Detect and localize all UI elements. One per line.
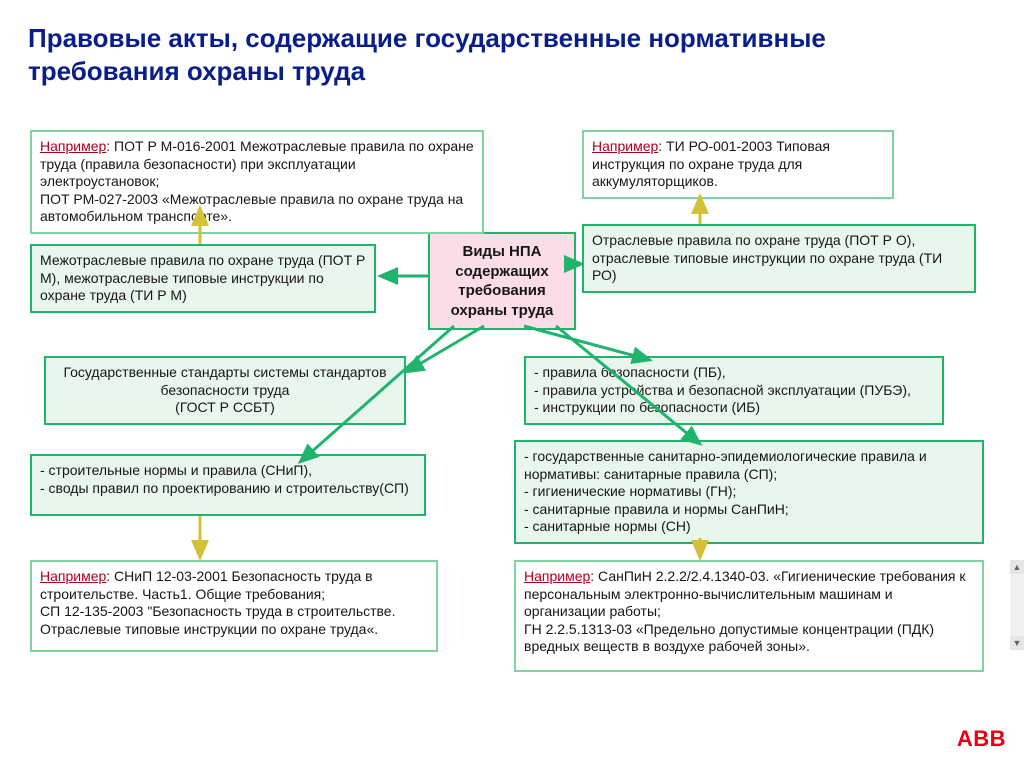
- box-gost: Государственные стандарты системы станда…: [44, 356, 406, 425]
- example-label: Например: [40, 568, 106, 584]
- example-bottom-left: Например: СНиП 12-03-2001 Безопасность т…: [30, 560, 438, 652]
- company-logo: ABB: [957, 726, 1006, 752]
- scroll-up-icon: ▲: [1010, 560, 1024, 574]
- example-top-left: Например: ПОТ Р М-016-2001 Межотраслевые…: [30, 130, 484, 234]
- example-label: Например: [40, 138, 106, 154]
- scrollbar-fragment: ▲ ▼: [1010, 560, 1024, 650]
- box-pb: - правила безопасности (ПБ),- правила ус…: [524, 356, 944, 425]
- branch-left: Межотраслевые правила по охране труда (П…: [30, 244, 376, 313]
- example-bottom-right: Например: СанПиН 2.2.2/2.4.1340-03. «Гиг…: [514, 560, 984, 672]
- box-snip: - строительные нормы и правила (СНиП),- …: [30, 454, 426, 516]
- example-body: : ПОТ Р М-016-2001 Межотраслевые правила…: [40, 138, 474, 224]
- center-node: Виды НПА содержащих требования охраны тр…: [428, 232, 576, 330]
- example-top-right: Например: ТИ РО-001-2003 Типовая инструк…: [582, 130, 894, 199]
- example-body: : СанПиН 2.2.2/2.4.1340-03. «Гигиеническ…: [524, 568, 965, 654]
- example-label: Например: [524, 568, 590, 584]
- box-sanpin: - государственные санитарно-эпидемиологи…: [514, 440, 984, 544]
- example-label: Например: [592, 138, 658, 154]
- scroll-down-icon: ▼: [1010, 636, 1024, 650]
- branch-right: Отраслевые правила по охране труда (ПОТ …: [582, 224, 976, 293]
- page-title: Правовые акты, содержащие государственны…: [28, 22, 928, 87]
